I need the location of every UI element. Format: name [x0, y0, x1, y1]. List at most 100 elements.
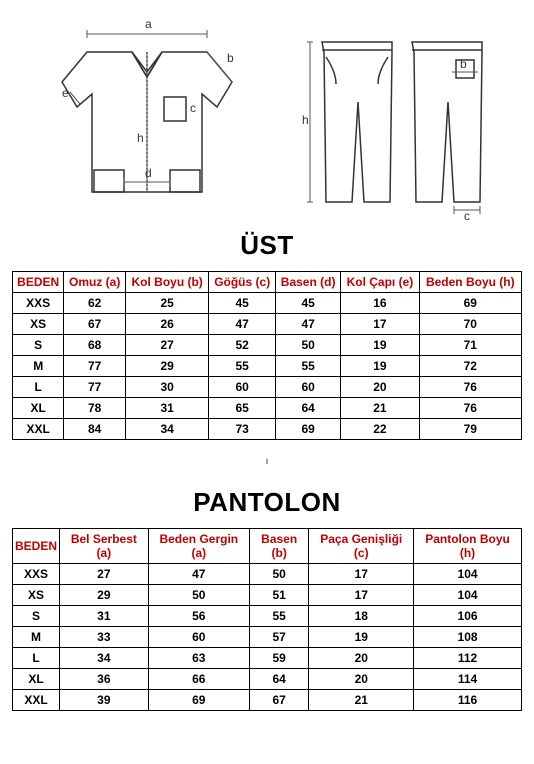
table-cell: 36 [60, 669, 149, 690]
pan-h0: BEDEN [13, 529, 60, 564]
ust-h5: Kol Çapı (e) [341, 272, 419, 293]
ust-header-row: BEDEN Omuz (a) Kol Boyu (b) Göğüs (c) Ba… [13, 272, 522, 293]
dim-h2: h [302, 113, 309, 127]
pan-h5: Pantolon Boyu (h) [414, 529, 522, 564]
table-cell: 34 [125, 419, 208, 440]
table-row: XXL39696721116 [13, 690, 522, 711]
pan-h4: Paça Genişliği (c) [309, 529, 414, 564]
table-cell: 21 [341, 398, 419, 419]
table-cell: 77 [64, 356, 126, 377]
table-cell: 63 [148, 648, 249, 669]
table-cell: 104 [414, 585, 522, 606]
table-cell: 60 [276, 377, 341, 398]
table-cell: 79 [419, 419, 521, 440]
table-cell: XS [13, 585, 60, 606]
table-row: XXS27475017104 [13, 564, 522, 585]
table-row: M33605719108 [13, 627, 522, 648]
table-row: XXS622545451669 [13, 293, 522, 314]
table-cell: 52 [209, 335, 276, 356]
table-cell: 34 [60, 648, 149, 669]
table-cell: XXL [13, 419, 64, 440]
table-row: S31565518106 [13, 606, 522, 627]
dim-c2: c [464, 209, 470, 222]
table-cell: 76 [419, 398, 521, 419]
table-cell: 116 [414, 690, 522, 711]
table-cell: 45 [276, 293, 341, 314]
table-cell: 55 [209, 356, 276, 377]
table-cell: M [13, 356, 64, 377]
table-cell: 64 [249, 669, 309, 690]
dim-b: b [227, 51, 234, 65]
table-cell: 73 [209, 419, 276, 440]
table-cell: 19 [309, 627, 414, 648]
table-cell: L [13, 377, 64, 398]
dim-a: a [145, 17, 152, 31]
pan-h3: Basen (b) [249, 529, 309, 564]
table-cell: 47 [276, 314, 341, 335]
table-cell: 67 [64, 314, 126, 335]
table-row: S682752501971 [13, 335, 522, 356]
table-cell: 104 [414, 564, 522, 585]
table-cell: 76 [419, 377, 521, 398]
table-cell: 17 [309, 585, 414, 606]
table-cell: 65 [209, 398, 276, 419]
table-cell: 108 [414, 627, 522, 648]
table-cell: 77 [64, 377, 126, 398]
mid-mark: ı [12, 456, 522, 467]
table-cell: 57 [249, 627, 309, 648]
table-cell: 71 [419, 335, 521, 356]
table-cell: 27 [60, 564, 149, 585]
table-cell: 70 [419, 314, 521, 335]
diagrams-row: a b e h d c [12, 12, 522, 222]
pantolon-table: BEDEN Bel Serbest (a) Beden Gergin (a) B… [12, 528, 522, 711]
table-cell: 20 [341, 377, 419, 398]
table-cell: 47 [148, 564, 249, 585]
table-cell: 50 [148, 585, 249, 606]
table-cell: 19 [341, 356, 419, 377]
ust-h0: BEDEN [13, 272, 64, 293]
ust-h4: Basen (d) [276, 272, 341, 293]
table-cell: XS [13, 314, 64, 335]
table-cell: 17 [341, 314, 419, 335]
pan-h1: Bel Serbest (a) [60, 529, 149, 564]
table-cell: 27 [125, 335, 208, 356]
table-cell: XXL [13, 690, 60, 711]
table-cell: 19 [341, 335, 419, 356]
table-cell: 114 [414, 669, 522, 690]
table-cell: 29 [125, 356, 208, 377]
pantolon-header-row: BEDEN Bel Serbest (a) Beden Gergin (a) B… [13, 529, 522, 564]
table-row: XS672647471770 [13, 314, 522, 335]
ust-h3: Göğüs (c) [209, 272, 276, 293]
table-row: XL783165642176 [13, 398, 522, 419]
table-cell: 22 [341, 419, 419, 440]
ust-h1: Omuz (a) [64, 272, 126, 293]
pants-diagram: h b c [302, 12, 502, 222]
table-cell: 33 [60, 627, 149, 648]
table-cell: 72 [419, 356, 521, 377]
table-cell: XXS [13, 293, 64, 314]
table-cell: 26 [125, 314, 208, 335]
table-cell: 45 [209, 293, 276, 314]
table-cell: XXS [13, 564, 60, 585]
dim-d: d [145, 166, 152, 180]
table-cell: 55 [276, 356, 341, 377]
table-cell: 60 [148, 627, 249, 648]
table-cell: S [13, 335, 64, 356]
table-row: M772955551972 [13, 356, 522, 377]
table-cell: 17 [309, 564, 414, 585]
table-cell: 21 [309, 690, 414, 711]
table-cell: 25 [125, 293, 208, 314]
table-cell: 51 [249, 585, 309, 606]
table-cell: 59 [249, 648, 309, 669]
pantolon-title: PANTOLON [12, 487, 522, 518]
dim-e: e [62, 86, 69, 100]
table-cell: 18 [309, 606, 414, 627]
table-row: L773060602076 [13, 377, 522, 398]
table-cell: S [13, 606, 60, 627]
table-row: XXL843473692279 [13, 419, 522, 440]
table-cell: 60 [209, 377, 276, 398]
table-cell: 31 [125, 398, 208, 419]
table-cell: XL [13, 398, 64, 419]
table-cell: 29 [60, 585, 149, 606]
table-cell: 106 [414, 606, 522, 627]
